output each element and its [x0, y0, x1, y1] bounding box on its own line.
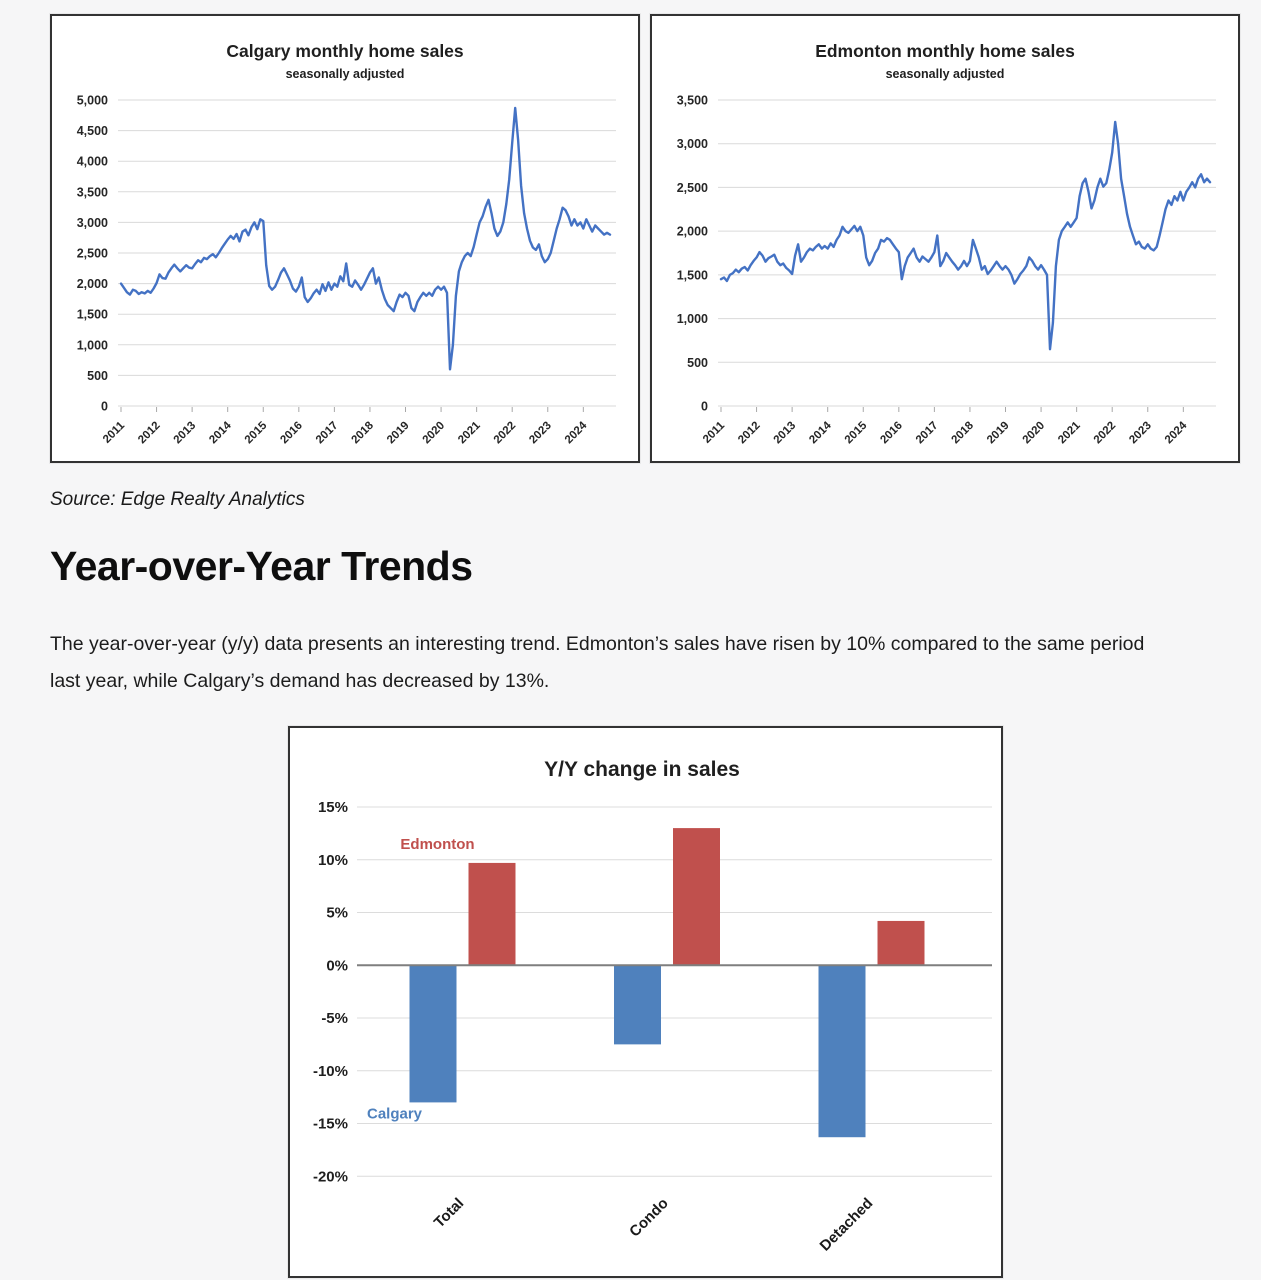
- y-axis-label: 1,500: [77, 308, 108, 322]
- x-axis-label: 2014: [207, 419, 234, 446]
- calgary-chart: Calgary monthly home sales seasonally adj…: [77, 41, 616, 447]
- x-axis-label: 2024: [1163, 419, 1190, 446]
- y-axis-label: -5%: [321, 1010, 348, 1027]
- chart-title: Edmonton monthly home sales: [815, 41, 1075, 61]
- y-axis-label: 0: [101, 400, 108, 414]
- y-axis-label: 0: [701, 400, 708, 414]
- y-axis-label: 15%: [318, 799, 348, 816]
- bar-calgary-total: [409, 965, 457, 1103]
- y-axis-label: 500: [687, 356, 708, 370]
- series-label-edmonton: Edmonton: [400, 836, 474, 853]
- y-axis-label: 1,500: [677, 268, 708, 282]
- y-axis-label: 10%: [318, 852, 348, 869]
- x-axis-label: 2020: [1021, 420, 1048, 447]
- x-axis-label: 2012: [136, 420, 163, 447]
- bar-calgary-condo: [614, 965, 661, 1045]
- x-axis-label: 2021: [1056, 419, 1083, 446]
- calgary-chart-box: Calgary monthly home sales seasonally adj…: [50, 14, 640, 463]
- y-axis-label: 5,000: [77, 94, 108, 108]
- chart-subtitle: seasonally adjusted: [286, 67, 405, 81]
- yy-change-chart-box: Y/Y change in sales 15% 10% 5% 0% -5% -10% -15%…: [288, 726, 1003, 1278]
- bar-chart-row: Y/Y change in sales 15% 10% 5% 0% -5% -10% -15%…: [288, 726, 1261, 1278]
- x-axis-label: 2012: [736, 420, 763, 447]
- x-axis-label: 2022: [1092, 420, 1119, 447]
- source-note: Source: Edge Realty Analytics: [50, 489, 305, 510]
- y-axis-label: 2,000: [77, 277, 108, 291]
- x-axis-label: 2021: [456, 419, 483, 446]
- x-axis-label: 2016: [278, 420, 305, 447]
- yy-change-chart: Y/Y change in sales 15% 10% 5% 0% -5% -10% -15%…: [313, 758, 992, 1255]
- y-axis-label: -20%: [313, 1168, 348, 1185]
- category-label: Total: [431, 1195, 468, 1232]
- x-axis-label: 2016: [878, 420, 905, 447]
- edmonton-chart-box: Edmonton monthly home sales seasonally ad…: [650, 14, 1240, 463]
- y-axis-label: 3,000: [677, 137, 708, 151]
- x-axis-label: 2018: [949, 419, 976, 446]
- x-axis-label: 2017: [914, 420, 941, 447]
- data-line: [719, 120, 1212, 351]
- series-label-calgary: Calgary: [367, 1105, 423, 1122]
- x-axis-label: 2015: [243, 419, 270, 446]
- x-axis-label: 2023: [1127, 420, 1154, 447]
- y-axis-label: 1,000: [677, 312, 708, 326]
- y-axis-label: 5%: [326, 905, 348, 922]
- x-axis-label: 2024: [563, 419, 590, 446]
- x-axis-label: 2011: [701, 419, 728, 446]
- x-axis-label: 2020: [421, 420, 448, 447]
- y-axis-label: 0%: [326, 957, 348, 974]
- x-axis-label: 2022: [492, 420, 519, 447]
- y-axis-label: -15%: [313, 1116, 348, 1133]
- y-axis-label: 2,500: [677, 181, 708, 195]
- y-axis-label: 2,500: [77, 247, 108, 261]
- x-axis-label: 2017: [314, 420, 341, 447]
- y-axis-label: 4,500: [77, 124, 108, 138]
- category-label: Detached: [817, 1195, 877, 1255]
- x-axis-label: 2019: [985, 420, 1012, 447]
- y-axis-label: 2,000: [677, 225, 708, 239]
- category-label: Condo: [626, 1195, 672, 1241]
- bar-calgary-detached: [818, 965, 866, 1138]
- edmonton-chart: Edmonton monthly home sales seasonally ad…: [677, 41, 1216, 447]
- bar-edmonton-detached: [877, 920, 925, 966]
- y-axis-label: -10%: [313, 1063, 348, 1080]
- y-axis-label: 3,000: [77, 216, 108, 230]
- x-axis-label: 2013: [772, 420, 799, 447]
- y-axis-label: 500: [87, 369, 108, 383]
- x-axis-label: 2014: [807, 419, 834, 446]
- bar-edmonton-condo: [673, 828, 720, 966]
- x-axis-label: 2015: [843, 419, 870, 446]
- chart-subtitle: seasonally adjusted: [886, 67, 1005, 81]
- x-axis-label: 2011: [101, 419, 128, 446]
- bar-edmonton-total: [468, 862, 516, 966]
- chart-title: Y/Y change in sales: [544, 758, 740, 781]
- x-axis-label: 2023: [527, 420, 554, 447]
- data-line: [119, 106, 612, 371]
- x-axis-label: 2019: [385, 420, 412, 447]
- y-axis-label: 3,500: [677, 94, 708, 108]
- y-axis-label: 3,500: [77, 185, 108, 199]
- y-axis-label: 1,000: [77, 338, 108, 352]
- x-axis-label: 2018: [349, 419, 376, 446]
- chart-title: Calgary monthly home sales: [226, 41, 464, 61]
- page-title: Year-over-Year Trends: [50, 543, 473, 589]
- y-axis-label: 4,000: [77, 155, 108, 169]
- line-charts-row: Calgary monthly home sales seasonally adj…: [0, 0, 1261, 463]
- x-axis-label: 2013: [172, 420, 199, 447]
- intro-paragraph: The year-over-year (y/y) data presents a…: [50, 633, 1145, 692]
